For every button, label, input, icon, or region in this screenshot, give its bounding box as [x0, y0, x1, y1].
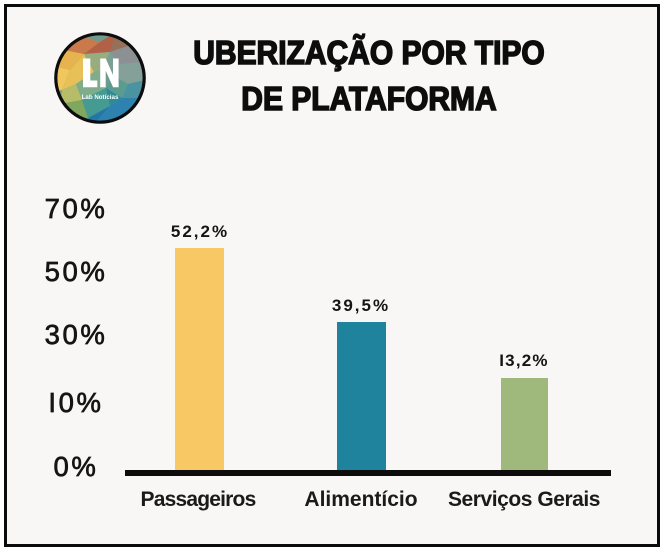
svg-text:Lab Notícias: Lab Notícias	[82, 94, 119, 101]
